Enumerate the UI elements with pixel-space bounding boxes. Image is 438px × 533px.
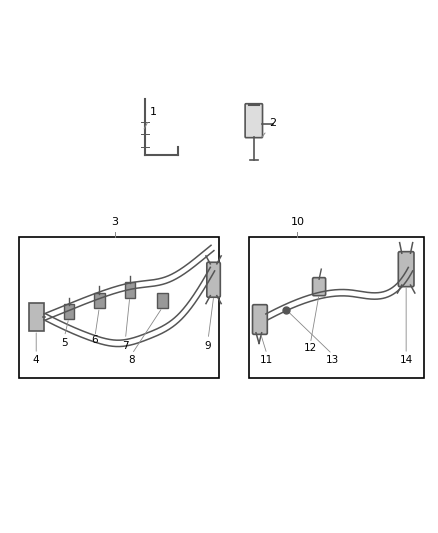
Text: 1: 1 (144, 107, 156, 129)
Text: 8: 8 (129, 355, 135, 365)
Text: 9: 9 (205, 341, 212, 351)
FancyBboxPatch shape (313, 278, 325, 296)
Text: 12: 12 (304, 343, 317, 353)
Text: 10: 10 (290, 217, 304, 227)
Text: 3: 3 (111, 217, 118, 227)
Text: 5: 5 (61, 338, 68, 348)
Text: 7: 7 (122, 341, 129, 351)
FancyBboxPatch shape (29, 303, 44, 331)
FancyBboxPatch shape (64, 304, 74, 319)
Bar (250, 237, 424, 378)
FancyBboxPatch shape (157, 293, 168, 309)
Text: 14: 14 (399, 355, 413, 365)
FancyBboxPatch shape (207, 262, 220, 297)
FancyBboxPatch shape (245, 104, 262, 138)
Text: 2: 2 (262, 118, 276, 137)
FancyBboxPatch shape (124, 282, 135, 298)
FancyBboxPatch shape (253, 305, 267, 334)
Text: 11: 11 (260, 355, 273, 365)
FancyBboxPatch shape (398, 252, 414, 287)
Bar (19, 237, 219, 378)
Text: 6: 6 (92, 335, 98, 345)
FancyBboxPatch shape (94, 293, 105, 309)
Text: 13: 13 (325, 355, 339, 365)
Text: 4: 4 (33, 355, 39, 365)
